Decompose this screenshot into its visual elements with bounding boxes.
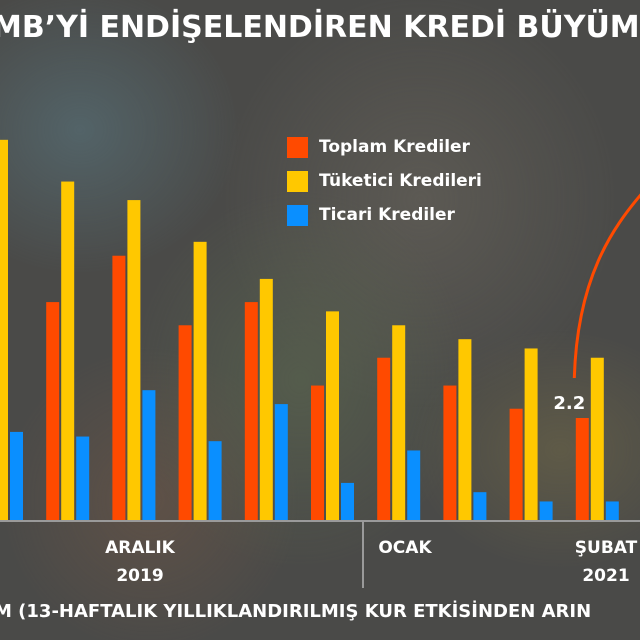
bar-0-3	[178, 325, 192, 520]
bar-2-2	[142, 390, 156, 520]
bar-0-5	[311, 385, 324, 520]
bar-0-9	[575, 418, 589, 520]
bar-2-9	[605, 501, 619, 520]
bar-1-7	[458, 339, 472, 520]
legend-label: Toplam Krediler	[319, 137, 470, 157]
year-label: 2019	[116, 566, 164, 586]
bar-0-1	[46, 302, 60, 520]
x-label-subat: ŞUBAT 2021	[556, 534, 640, 590]
bar-0-4	[244, 302, 258, 520]
annotation-label: 2.2	[553, 393, 585, 414]
legend-label: Tüketici Kredileri	[319, 171, 482, 191]
legend-swatch	[287, 204, 308, 226]
bar-2-4	[274, 404, 288, 520]
legend-item-ticari: Ticari Krediler	[287, 198, 482, 232]
bar-1-2	[127, 200, 141, 520]
legend-item-tuketici: Tüketici Kredileri	[287, 164, 482, 198]
bar-1-9	[590, 357, 604, 520]
bar-0-8	[509, 408, 523, 520]
bar-2-7	[473, 492, 487, 520]
legend-swatch	[287, 136, 308, 158]
bar-1-6	[392, 325, 406, 520]
bar-0-7	[443, 385, 457, 520]
bar-2-5	[341, 482, 354, 520]
chart-subtitle: M (13-HAFTALIK YILLIKLANDIRILMIŞ KUR ETK…	[0, 601, 592, 622]
x-label-aralik: ARALIK 2019	[90, 534, 190, 590]
legend-item-toplam: Toplam Krediler	[287, 130, 482, 164]
x-label-ocak: OCAK	[360, 534, 450, 562]
bar-0-2	[112, 255, 126, 520]
bar-1-3	[193, 241, 207, 520]
bar-2-1	[76, 436, 90, 520]
bar-2-6	[407, 450, 421, 520]
legend-swatch	[287, 170, 308, 192]
bar-1-1	[61, 181, 75, 520]
bar-1-8	[524, 348, 538, 520]
legend-label: Ticari Krediler	[319, 205, 455, 225]
month-label: OCAK	[378, 538, 432, 558]
annotation-arc	[572, 193, 640, 379]
year-label: 2021	[582, 566, 630, 586]
bar-2-0	[10, 431, 23, 520]
chart-title: MB’Yİ ENDİŞELENDİREN KREDİ BÜYÜM	[0, 10, 640, 45]
bar-1-4	[259, 278, 273, 520]
bar-2-8	[539, 501, 553, 520]
bar-1-5	[326, 311, 339, 520]
bar-2-3	[208, 441, 222, 520]
legend: Toplam Krediler Tüketici Kredileri Ticar…	[287, 130, 482, 232]
month-label: ARALIK	[105, 538, 175, 558]
bar-1-0	[0, 139, 8, 520]
month-label: ŞUBAT	[574, 538, 638, 558]
bar-0-6	[377, 357, 391, 520]
